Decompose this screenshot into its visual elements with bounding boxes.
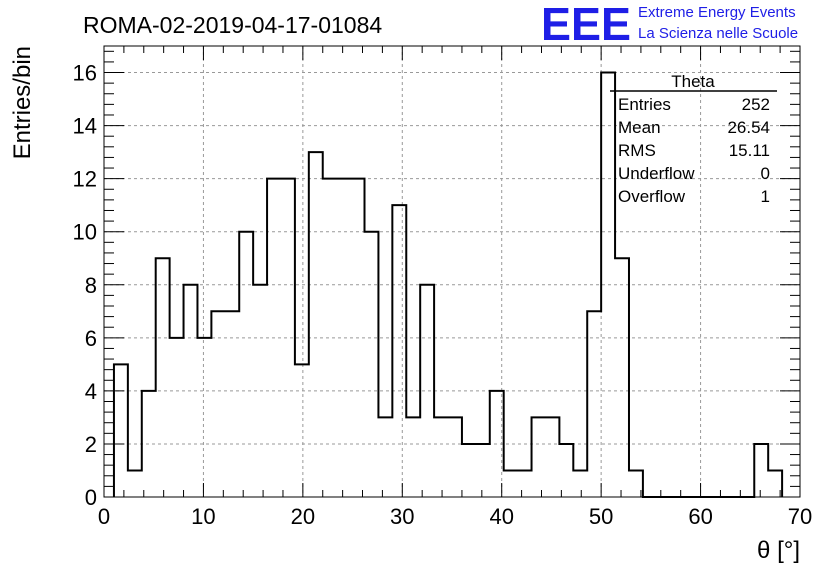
stats-value: 0 (761, 164, 770, 183)
stats-title: Theta (671, 72, 715, 91)
logo-line-2: La Scienza nelle Scuole (638, 25, 798, 42)
run-title: ROMA-02-2019-04-17-01084 (83, 12, 382, 38)
histogram-bins (112, 71, 784, 498)
y-tick-label: 14 (73, 114, 97, 139)
stats-value: 252 (742, 95, 770, 114)
stats-rows: Entries 252 Mean 26.54 RMS 15.11 Underflow 0 Ove… (618, 95, 770, 206)
y-tick-label: 16 (73, 61, 97, 86)
x-tick-label: 40 (489, 504, 513, 529)
y-tick-label: 4 (85, 379, 97, 404)
stats-label: Overflow (618, 187, 686, 206)
y-tick-label: 12 (73, 167, 97, 192)
y-axis-label: Entries/bin (9, 46, 36, 159)
y-tick-label: 0 (85, 485, 97, 510)
y-tick-labels: 0 2 4 6 8 10 12 14 16 (73, 61, 97, 510)
stats-value: 15.11 (729, 141, 770, 160)
x-tick-label: 20 (291, 504, 315, 529)
logo-mark: EEE (541, 0, 631, 50)
stats-label: RMS (618, 141, 656, 160)
stats-value: 1 (761, 187, 770, 206)
stats-label: Mean (618, 118, 661, 137)
x-tick-label: 30 (390, 504, 414, 529)
x-tick-label: 0 (98, 504, 110, 529)
y-tick-label: 8 (85, 273, 97, 298)
stats-label: Entries (618, 95, 671, 114)
plot-frame (103, 45, 801, 498)
stats-box: Theta Entries 252 Mean 26.54 RMS 15.11 Underfl… (610, 72, 777, 206)
x-axis-label: θ [°] (757, 537, 800, 564)
stats-value: 26.54 (727, 118, 770, 137)
logo-line-1: Extreme Energy Events (638, 4, 796, 21)
x-tick-label: 50 (589, 504, 613, 529)
eee-logo: EEE Extreme Energy Events La Scienza nel… (541, 0, 798, 50)
stats-label: Underflow (618, 164, 695, 183)
x-tick-label: 70 (788, 504, 812, 529)
axis-ticks (103, 46, 801, 498)
x-tick-label: 10 (191, 504, 215, 529)
x-tick-labels: 0 10 20 30 40 50 60 70 (98, 504, 812, 529)
y-tick-label: 10 (73, 220, 97, 245)
x-tick-label: 60 (688, 504, 712, 529)
y-tick-label: 6 (85, 326, 97, 351)
y-tick-label: 2 (85, 432, 97, 457)
histogram-outline (112, 71, 784, 498)
grid-lines (104, 46, 800, 497)
